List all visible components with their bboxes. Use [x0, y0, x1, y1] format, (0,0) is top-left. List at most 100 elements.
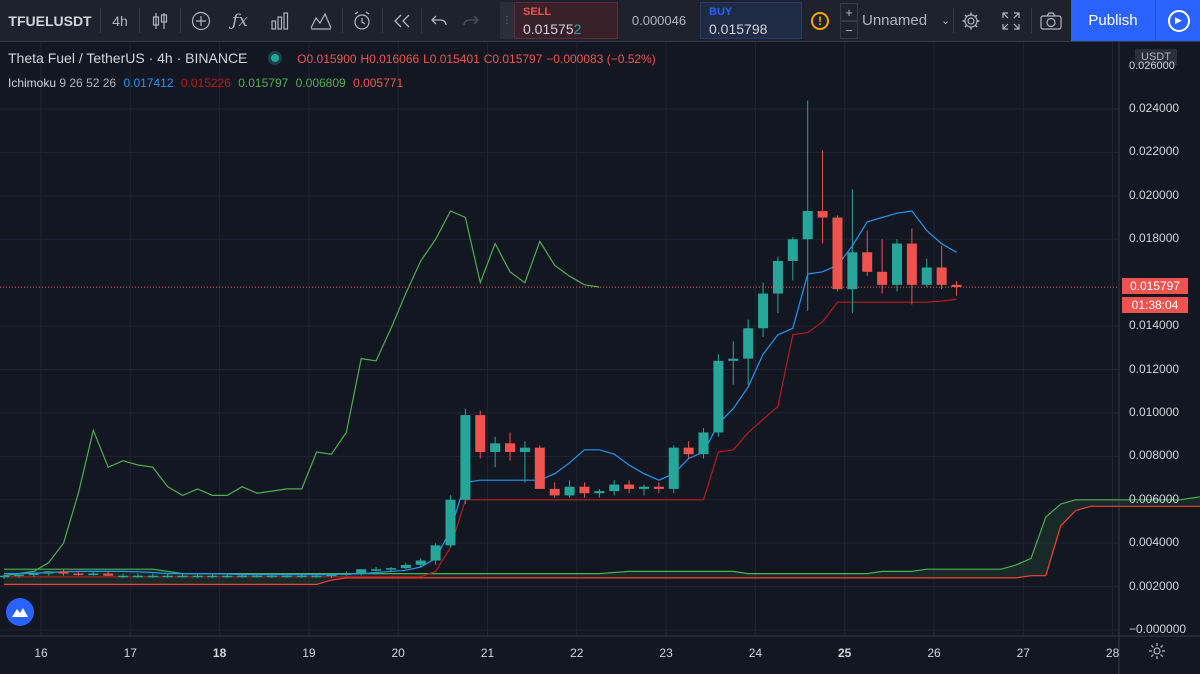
- candle-body: [103, 573, 114, 576]
- chevron-down-icon: ⌄: [941, 15, 951, 27]
- buy-price: 0.015798: [709, 21, 768, 37]
- candle-body: [906, 243, 917, 285]
- candle-body: [892, 243, 902, 285]
- templates-icon[interactable]: [303, 0, 339, 41]
- candle-body: [460, 415, 471, 500]
- candle-body: [266, 575, 277, 578]
- candle-body: [594, 491, 605, 494]
- price-axis-label: 0.024000: [1129, 101, 1180, 115]
- price-axis-label: 0.020000: [1129, 187, 1180, 202]
- time-axis-label: 19: [302, 646, 316, 660]
- indicators-fx-icon[interactable]: ƒx: [232, 10, 248, 31]
- sell-label: SELL: [523, 6, 552, 18]
- fullscreen-icon[interactable]: [993, 0, 1029, 41]
- candle-body: [772, 260, 783, 294]
- broker-warning-icon[interactable]: !: [802, 2, 838, 39]
- buy-button[interactable]: BUY 0.015798: [700, 2, 802, 39]
- indicator-chikou-value: 0.015797: [238, 76, 289, 90]
- candle-body: [237, 575, 248, 578]
- price-axis-label: 0.018000: [1129, 231, 1180, 246]
- legend-open: O0.015900: [297, 52, 357, 66]
- chart-legend: Theta Fuel / TetherUS · 4h · BINANCE O0.…: [8, 50, 656, 66]
- candle-body: [519, 447, 530, 452]
- quantity-minus-button[interactable]: −: [840, 21, 858, 39]
- buy-label: BUY: [709, 6, 733, 18]
- interval-button[interactable]: 4h: [112, 12, 128, 29]
- indicator-spanb-value: 0.005771: [353, 76, 404, 90]
- toolbar-divider: [180, 8, 181, 33]
- indicator-kijun-value: 0.015226: [180, 76, 231, 90]
- toolbar-divider: [100, 8, 101, 33]
- time-axis-label: 23: [659, 646, 673, 660]
- quantity-plus-button[interactable]: +: [840, 3, 858, 21]
- drag-handle-icon[interactable]: ⋮: [500, 2, 514, 39]
- candle-body: [385, 568, 396, 570]
- price-axis-label: 0.022000: [1129, 144, 1180, 159]
- candle-body: [743, 328, 754, 359]
- chart-background: [0, 42, 1120, 636]
- time-axis-settings-icon[interactable]: [1148, 642, 1166, 660]
- time-axis-label: 18: [212, 646, 227, 660]
- price-label-top: 0.026000: [1129, 60, 1175, 70]
- add-compare-icon[interactable]: [183, 0, 219, 41]
- candle-body: [400, 564, 411, 569]
- candle-body: [341, 573, 352, 576]
- candle-body: [534, 447, 545, 489]
- price-chart[interactable]: [0, 42, 1200, 674]
- alert-clock-icon[interactable]: [344, 0, 380, 41]
- toolbar-divider: [1031, 8, 1032, 33]
- time-axis-label: 16: [34, 646, 48, 660]
- ichimoku-tenkan-line: [4, 210, 957, 576]
- candle-body: [921, 267, 932, 285]
- layout-name-dropdown[interactable]: Unnamed ⌄: [862, 0, 954, 41]
- candle-body: [311, 575, 322, 578]
- price-axis-label: 0.004000: [1129, 535, 1180, 550]
- candle-body: [326, 574, 337, 577]
- candle-body: [877, 271, 888, 285]
- symbol-search-button[interactable]: TFUELUSDT: [8, 12, 92, 29]
- candle-body: [88, 573, 99, 576]
- candle-body: [490, 443, 501, 452]
- time-axis-label: 25: [838, 646, 852, 660]
- price-axis-label: 0.002000: [1129, 578, 1180, 593]
- candle-body: [281, 575, 292, 578]
- price-axis-label: 0.006000: [1129, 491, 1180, 506]
- candle-body: [862, 252, 873, 272]
- indicator-legend[interactable]: Ichimoku 9 26 52 26 0.017412 0.015226 0.…: [8, 76, 403, 90]
- candle-body: [13, 574, 24, 577]
- candle-body: [43, 571, 54, 574]
- snapshot-camera-icon[interactable]: [1033, 0, 1069, 41]
- play-icon: ▶: [1167, 9, 1190, 32]
- candle-body: [222, 575, 233, 578]
- publish-button[interactable]: Publish: [1071, 0, 1155, 41]
- candle-body: [832, 217, 843, 290]
- currency-badge[interactable]: USDT: [1135, 49, 1177, 65]
- candle-body: [653, 486, 664, 489]
- publish-menu-button[interactable]: ▶: [1155, 0, 1200, 41]
- candle-body: [549, 488, 560, 496]
- countdown-badge: 01:38:04: [1122, 297, 1188, 313]
- candle-body: [162, 575, 173, 578]
- candles-chart-type-icon[interactable]: [142, 0, 178, 41]
- tradingview-logo-icon[interactable]: [6, 598, 34, 626]
- candle-body: [73, 573, 84, 576]
- market-status-dot-icon: [271, 54, 280, 62]
- time-axis-label: 28: [1105, 646, 1120, 660]
- toolbar-divider: [953, 8, 954, 33]
- candle-body: [28, 573, 39, 576]
- price-axis-label: −0.000000: [1129, 622, 1187, 636]
- price-axis-label: 0.008000: [1129, 448, 1180, 463]
- financials-icon[interactable]: [262, 0, 298, 41]
- undo-icon[interactable]: [423, 0, 455, 41]
- replay-rewind-icon[interactable]: [384, 0, 420, 41]
- settings-gear-icon[interactable]: [954, 0, 988, 41]
- candle-body: [430, 545, 441, 561]
- buy-sell-panel: ⋮ SELL 0.015752 0.000046 BUY 0.015798 ! …: [500, 2, 858, 39]
- redo-icon[interactable]: [455, 0, 487, 41]
- time-axis-label: 20: [391, 646, 405, 660]
- candle-body: [252, 575, 263, 578]
- legend-close: C0.015797: [483, 52, 543, 66]
- candle-body: [564, 486, 575, 496]
- sell-button[interactable]: SELL 0.015752: [514, 2, 618, 39]
- symbol-title: Theta Fuel / TetherUS · 4h · BINANCE: [8, 50, 248, 66]
